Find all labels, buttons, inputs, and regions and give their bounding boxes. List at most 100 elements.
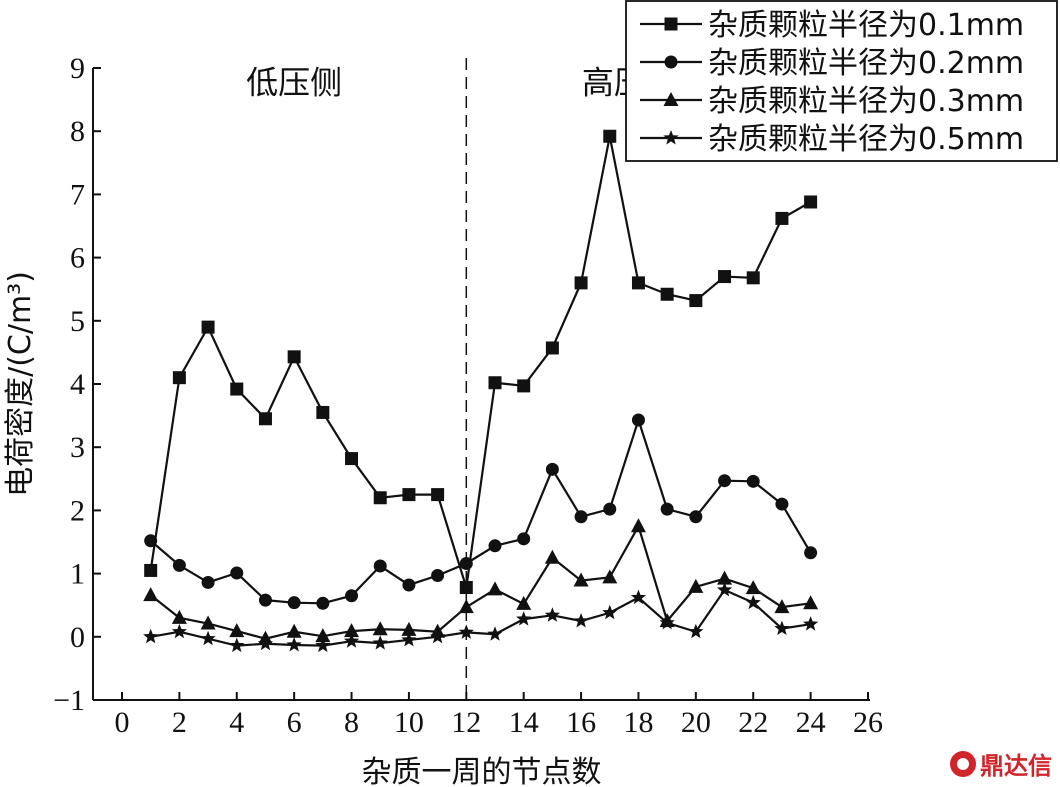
x-tick-label: 22 <box>738 706 768 739</box>
triangle-marker <box>745 580 761 595</box>
star-marker <box>229 637 245 653</box>
square-marker <box>746 271 760 285</box>
x-tick-label: 20 <box>681 706 711 739</box>
legend-label: 杂质颗粒半径为0.3mm <box>708 84 1024 119</box>
y-tick-label: 4 <box>70 368 85 401</box>
star-marker <box>516 611 532 626</box>
square-marker <box>201 320 215 334</box>
square-marker <box>402 488 416 502</box>
circle-marker <box>603 502 617 516</box>
square-marker <box>664 17 678 31</box>
triangle-marker <box>688 578 704 593</box>
square-marker <box>144 563 158 577</box>
square-marker <box>574 276 588 290</box>
square-marker <box>718 270 732 284</box>
series-line <box>149 416 812 605</box>
circle-marker <box>775 497 789 511</box>
star-marker <box>430 628 446 644</box>
star-marker <box>688 623 704 639</box>
circle-marker <box>660 502 674 516</box>
star-marker <box>745 594 761 610</box>
watermark-text: 鼎达信 <box>980 752 1052 780</box>
star-marker <box>659 614 675 630</box>
circle-marker <box>431 568 445 582</box>
legend-label: 杂质颗粒半径为0.1mm <box>708 8 1024 43</box>
series-line <box>149 136 812 588</box>
square-marker <box>258 412 272 426</box>
star-marker <box>487 626 503 641</box>
series-triangle <box>143 518 819 645</box>
square-marker <box>631 276 645 290</box>
square-marker <box>172 371 186 385</box>
circle-marker <box>144 534 158 548</box>
circle-marker <box>172 558 186 572</box>
star-marker <box>544 607 560 622</box>
series-layer <box>143 129 819 653</box>
y-tick-label: 7 <box>70 178 85 211</box>
circle-marker <box>230 566 244 580</box>
triangle-marker <box>372 621 388 636</box>
y-tick-label: 9 <box>70 52 85 85</box>
watermark-logo-icon <box>950 750 976 777</box>
circle-marker <box>201 575 215 589</box>
triangle-marker <box>200 615 216 630</box>
square-marker <box>545 341 559 355</box>
triangle-marker <box>803 595 819 610</box>
circle-marker <box>345 589 359 603</box>
square-marker <box>287 350 301 364</box>
triangle-marker <box>458 599 474 614</box>
star-marker <box>401 631 417 647</box>
square-marker <box>459 581 473 595</box>
square-marker <box>517 379 531 393</box>
square-marker <box>316 405 330 419</box>
triangle-marker <box>516 595 532 610</box>
star-marker <box>630 589 647 605</box>
y-tick-label: 0 <box>70 621 85 654</box>
x-tick-label: 6 <box>287 706 302 739</box>
triangle-marker <box>602 569 618 584</box>
x-tick-label: 2 <box>172 706 187 739</box>
triangle-marker <box>630 518 646 533</box>
x-tick-label: 26 <box>853 706 883 739</box>
circle-marker <box>258 593 272 607</box>
triangle-marker <box>663 92 679 106</box>
circle-marker <box>373 559 387 573</box>
square-marker <box>431 488 445 502</box>
circle-marker <box>316 596 330 610</box>
star-marker <box>171 623 187 639</box>
legend-box <box>625 0 1058 162</box>
triangle-marker <box>717 570 733 585</box>
circle-marker <box>746 474 760 488</box>
triangle-marker <box>344 623 360 638</box>
square-marker <box>603 129 617 143</box>
legend-label: 杂质颗粒半径为0.5mm <box>708 122 1024 157</box>
square-marker <box>488 376 502 390</box>
circle-marker <box>574 510 588 524</box>
watermark: 鼎达信 <box>950 746 1052 781</box>
x-tick-label: 10 <box>394 706 424 739</box>
circle-marker <box>689 510 703 524</box>
x-tick-label: 16 <box>566 706 596 739</box>
series-circle <box>144 413 818 610</box>
square-marker <box>660 287 674 301</box>
star-marker <box>257 635 274 651</box>
circle-marker <box>664 55 678 69</box>
x-tick-label: 24 <box>796 706 826 739</box>
star-marker <box>315 637 331 653</box>
y-tick-label: 2 <box>70 494 85 527</box>
series-square <box>144 129 818 595</box>
series-line <box>150 588 811 647</box>
y-axis-title: 电荷密度/(C/m³) <box>3 271 38 497</box>
star-marker <box>372 635 388 650</box>
circle-marker <box>402 578 416 592</box>
triangle-marker <box>487 581 503 596</box>
y-tick-label: 6 <box>70 242 85 275</box>
star-marker <box>343 633 360 648</box>
triangle-marker <box>143 587 159 602</box>
triangle-marker <box>286 623 302 638</box>
triangle-marker <box>401 621 417 636</box>
triangle-marker <box>544 549 560 564</box>
star-marker <box>286 637 302 652</box>
